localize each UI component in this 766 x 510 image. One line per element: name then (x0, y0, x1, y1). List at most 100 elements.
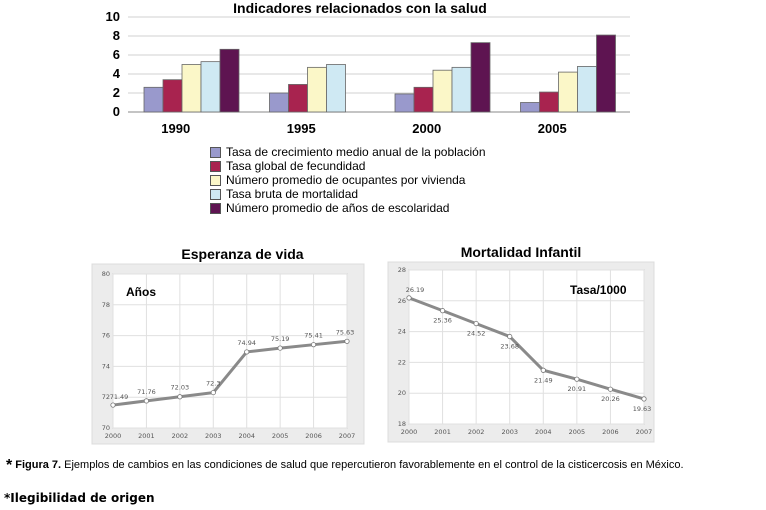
mort-x-tick-label: 2003 (501, 428, 518, 436)
mort-y-tick-label: 18 (398, 420, 406, 428)
bar-y-tick-label: 4 (113, 66, 121, 81)
life-series-line (112, 339, 348, 407)
mort-x-tick-label: 2007 (636, 428, 653, 436)
life-data-label: 71.49 (110, 393, 129, 401)
mort-data-label: 19.63 (633, 405, 652, 413)
caption-text: Ejemplos de cambios en las condiciones d… (64, 459, 684, 471)
legend-swatch (210, 174, 221, 186)
legend-label: Tasa global de fecundidad (226, 159, 366, 173)
mort-x-tick-label: 2001 (434, 428, 451, 436)
bar-1990-series-5 (219, 48, 240, 113)
life-x-tick-label: 2001 (138, 432, 155, 440)
life-data-label: 75.19 (271, 335, 290, 343)
mort-point (507, 333, 513, 340)
mort-x-tick-label: 2004 (535, 428, 552, 436)
legend-label: Tasa de crecimiento medio anual de la po… (226, 145, 486, 159)
legend-item: Número promedio de años de escolaridad (210, 201, 486, 215)
life-data-label: 75.41 (304, 332, 323, 340)
mort-data-label: 20.26 (601, 395, 620, 403)
mort-data-label: 20.91 (568, 385, 587, 393)
life-y-tick-label: 80 (102, 270, 110, 278)
life-x-tick-label: 2007 (339, 432, 356, 440)
mort-data-label: 25.36 (433, 317, 452, 325)
mort-point (574, 376, 580, 382)
mort-y-tick-label: 26 (398, 297, 406, 305)
bar-y-tick-label: 2 (113, 85, 120, 100)
life-x-tick-label: 2000 (105, 432, 122, 440)
infant-mortality-title: Mortalidad Infantil (460, 244, 582, 260)
mort-y-tick-label: 24 (398, 328, 406, 336)
life-expectancy-title: Esperanza de vida (181, 246, 304, 262)
bar-y-tick-label: 6 (113, 47, 120, 62)
bar-chart-legend: Tasa de crecimiento medio anual de la po… (210, 145, 486, 215)
bar-2005-series-5 (596, 34, 616, 113)
life-x-tick-label: 2005 (272, 432, 289, 440)
life-point (110, 402, 116, 408)
infant-mortality-annotation: Tasa/1000 (570, 283, 627, 297)
bar-chart: 0 2 4 6 8 10 1990 1995 2000 2005 (106, 9, 630, 136)
life-point (277, 345, 283, 351)
life-y-tick-label: 74 (102, 362, 110, 370)
bar-y-tick-label: 10 (106, 9, 120, 24)
bar-x-tick-label: 1990 (161, 121, 190, 136)
life-data-label: 72.03 (171, 384, 190, 392)
life-y-tick-label: 72 (102, 393, 110, 401)
life-data-label: 72.3 (206, 380, 220, 388)
legend-swatch (210, 160, 221, 172)
life-point (344, 338, 350, 344)
legend-swatch (210, 188, 221, 200)
legend-item: Tasa global de fecundidad (210, 159, 486, 173)
legend-swatch (210, 146, 221, 158)
life-y-tick-label: 78 (102, 301, 110, 309)
life-y-tick-label: 70 (102, 424, 110, 432)
life-data-label: 74.94 (237, 339, 256, 347)
mort-x-tick-label: 2005 (569, 428, 586, 436)
bar-1995-series-4 (326, 64, 346, 113)
mort-point (439, 308, 446, 314)
life-y-tick-label: 76 (102, 332, 110, 340)
life-x-tick-label: 2004 (238, 432, 255, 440)
legend-label: Número promedio de años de escolaridad (226, 201, 450, 215)
figure-caption: * Figura 7. Ejemplos de cambios en las co… (6, 457, 684, 475)
bar-2000-series-5 (470, 42, 491, 113)
bar-x-tick-label: 2005 (538, 121, 567, 136)
mort-data-label: 26.19 (406, 286, 425, 294)
bar-y-tick-label: 0 (113, 104, 120, 119)
life-x-tick-label: 2002 (172, 432, 189, 440)
life-expectancy-annotation: Años (126, 285, 156, 299)
mort-plot-area (408, 269, 645, 425)
life-x-tick-label: 2003 (205, 432, 222, 440)
caption-star: * (6, 457, 13, 474)
life-x-tick-label: 2006 (305, 432, 322, 440)
legend-swatch (210, 202, 221, 214)
source-note: *Ilegibilidad de origen (4, 491, 155, 505)
mort-y-tick-label: 28 (398, 266, 406, 274)
life-point (244, 349, 250, 355)
mort-data-label: 21.49 (534, 376, 553, 384)
legend-item: Tasa de crecimiento medio anual de la po… (210, 145, 486, 159)
legend-item: Tasa bruta de mortalidad (210, 187, 486, 201)
mort-x-tick-label: 2002 (468, 428, 485, 436)
mort-point (607, 386, 614, 392)
life-plot-area (112, 273, 348, 429)
legend-label: Tasa bruta de mortalidad (226, 187, 359, 201)
caption-figure-label: Figura 7. (15, 459, 62, 471)
mort-data-label: 23.68 (500, 343, 519, 351)
mort-y-tick-label: 22 (398, 358, 406, 366)
life-point (177, 394, 183, 400)
mort-point (641, 396, 647, 402)
mort-point (473, 320, 479, 327)
life-point (210, 389, 216, 396)
bar-x-tick-label: 1995 (287, 121, 316, 136)
mort-x-tick-label: 2000 (401, 428, 418, 436)
mort-series-line (408, 296, 645, 401)
bar-chart-title: Indicadores relacionados con la salud (233, 0, 487, 16)
life-point (310, 342, 317, 348)
legend-item: Número promedio de ocupantes por viviend… (210, 173, 486, 187)
bar-x-tick-label: 2000 (412, 121, 441, 136)
mort-x-tick-label: 2006 (602, 428, 619, 436)
mort-point (406, 295, 412, 301)
life-data-label: 71.76 (137, 388, 156, 396)
